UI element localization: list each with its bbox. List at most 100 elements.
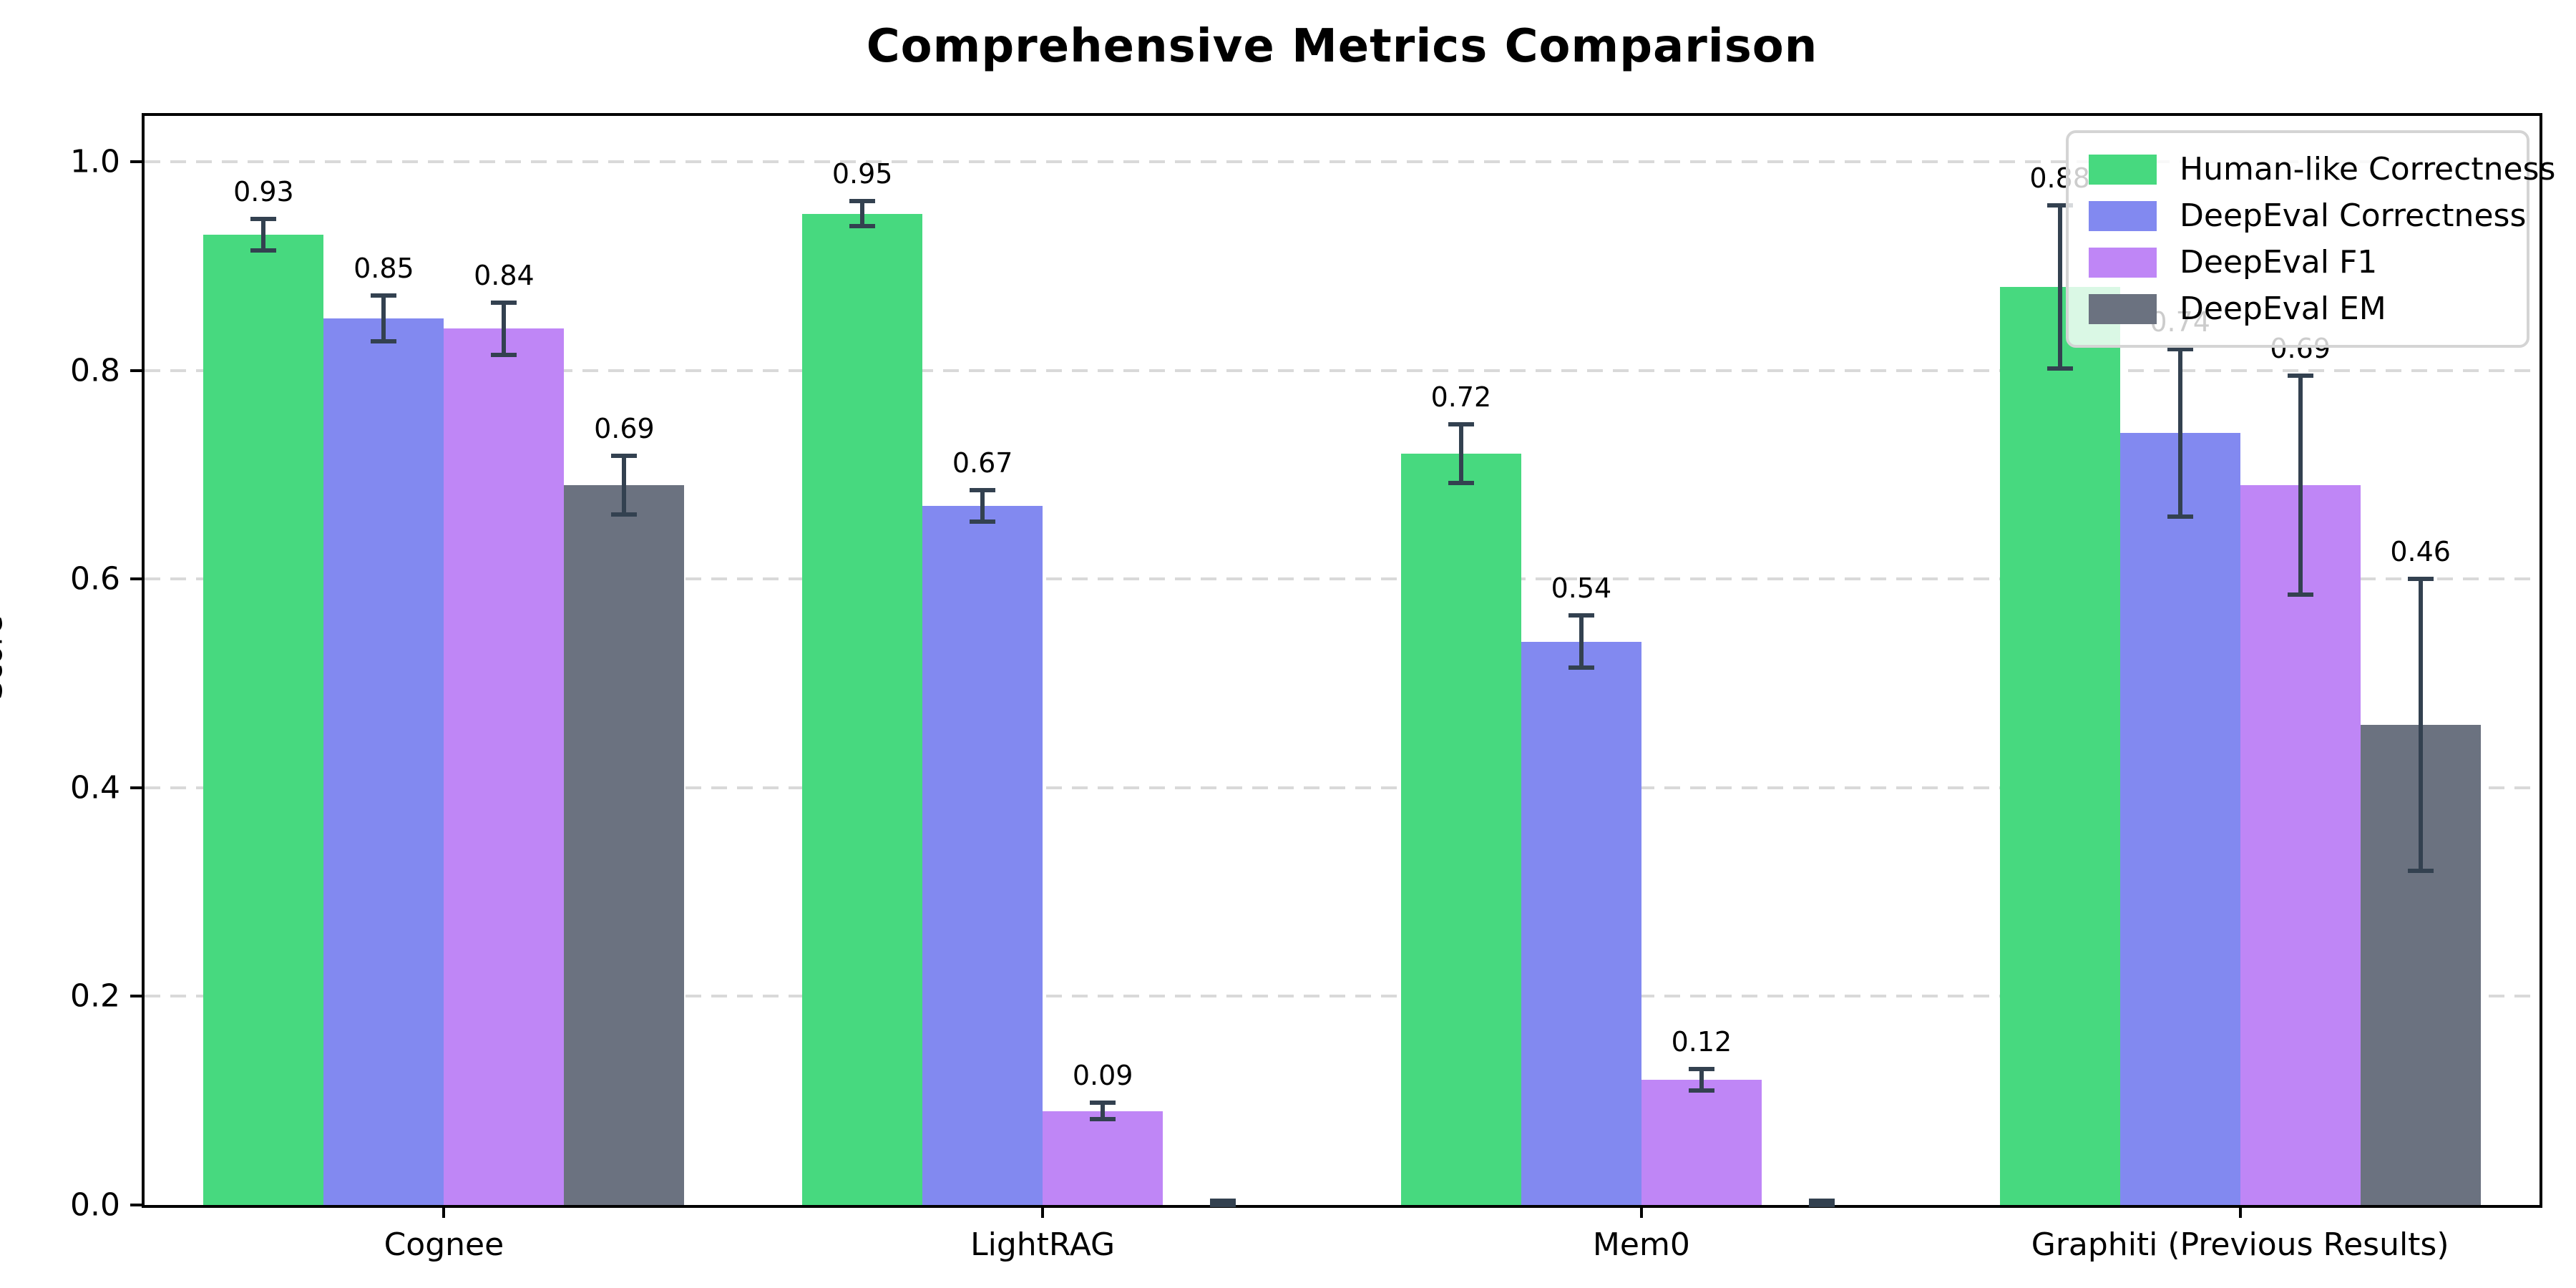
y-tick-label: 1.0 <box>70 143 120 180</box>
error-bar <box>1699 1069 1704 1091</box>
y-axis-tick <box>130 160 145 163</box>
error-bar-cap <box>1090 1101 1116 1106</box>
error-bar-cap <box>849 199 876 204</box>
y-tick-label: 0.8 <box>70 352 120 389</box>
x-tick-label: Graphiti (Previous Results) <box>2031 1226 2449 1263</box>
legend-label: DeepEval EM <box>2180 291 2386 327</box>
error-bar-cap <box>2287 373 2313 378</box>
error-bar-cap <box>2407 869 2434 874</box>
bar <box>2119 433 2240 1205</box>
error-bar-cap <box>1448 422 1474 427</box>
error-bar-cap <box>2167 347 2193 352</box>
y-axis-tick <box>130 1204 145 1206</box>
y-axis-tick <box>130 577 145 581</box>
error-bar-cap <box>1448 481 1474 486</box>
gridline <box>145 786 2540 789</box>
error-bar <box>860 201 865 227</box>
error-bar-cap <box>491 300 517 305</box>
y-axis-label: Score <box>0 615 9 700</box>
legend-swatch <box>2089 200 2157 231</box>
x-axis-tick <box>1041 1205 1045 1218</box>
error-bar <box>381 295 386 341</box>
error-bar-cap <box>2046 203 2073 208</box>
bar-value-label: 0.69 <box>594 413 655 445</box>
bar-value-label: 0.46 <box>2390 536 2451 568</box>
error-bar-cap <box>1568 665 1594 670</box>
y-axis-tick <box>130 995 145 998</box>
error-bar-cap <box>1808 1199 1835 1204</box>
error-bar <box>2057 205 2062 369</box>
x-tick-label: Mem0 <box>1592 1226 1690 1263</box>
y-tick-label: 0.2 <box>70 977 120 1015</box>
bar <box>1043 1111 1163 1205</box>
error-bar-cap <box>2287 592 2313 597</box>
error-bar-cap <box>611 454 638 459</box>
legend-item: DeepEval F1 <box>2089 239 2507 286</box>
bar <box>1521 641 1641 1205</box>
error-bar-cap <box>970 519 996 525</box>
gridline <box>145 160 2540 163</box>
bar <box>2240 484 2361 1205</box>
error-bar-cap <box>371 293 397 298</box>
plot-area: Human-like Correctness DeepEval Correctne… <box>70 113 2555 1263</box>
error-bar <box>2177 349 2182 517</box>
legend-swatch <box>2089 293 2157 324</box>
x-axis-tick <box>2238 1205 2242 1218</box>
legend-item: DeepEval Correctness <box>2089 192 2526 239</box>
error-bar-cap <box>1568 613 1594 618</box>
error-bar <box>2418 579 2423 872</box>
x-tick-label: LightRAG <box>970 1226 1116 1263</box>
error-bar-cap <box>849 224 876 229</box>
error-bar-cap <box>250 217 277 222</box>
y-axis-tick <box>130 369 145 372</box>
bar <box>922 506 1043 1205</box>
error-bar <box>261 219 266 250</box>
y-tick-label: 0.0 <box>70 1186 120 1224</box>
error-bar-cap <box>2046 366 2073 371</box>
error-bar-cap <box>1688 1088 1714 1093</box>
legend-label: Human-like Correctness <box>2180 151 2556 187</box>
bar-value-label: 0.54 <box>1551 572 1612 605</box>
error-bar-cap <box>491 352 517 357</box>
x-tick-label: Cognee <box>384 1226 504 1263</box>
legend: Human-like Correctness DeepEval Correctne… <box>2066 130 2555 348</box>
chart-title: Comprehensive Metrics Comparison <box>866 20 1818 73</box>
error-bar-cap <box>970 488 996 493</box>
bar-value-label: 0.85 <box>353 252 414 284</box>
error-bar <box>622 456 627 514</box>
legend-item: Human-like Correctness <box>2089 146 2555 192</box>
bar-value-label: 0.67 <box>952 447 1013 479</box>
bar-value-label: 0.95 <box>831 158 893 190</box>
bar-value-label: 0.84 <box>474 259 535 291</box>
bar <box>802 213 923 1205</box>
bar <box>444 328 565 1205</box>
bar <box>1999 286 2120 1205</box>
gridline <box>145 577 2540 581</box>
bar <box>564 484 685 1205</box>
error-bar <box>1101 1103 1106 1120</box>
legend-label: DeepEval Correctness <box>2180 197 2527 234</box>
error-bar-cap <box>2407 577 2434 582</box>
error-bar <box>2298 375 2303 595</box>
error-bar-cap <box>611 512 638 517</box>
error-bar-cap <box>1210 1203 1236 1207</box>
error-bar-cap <box>2167 514 2193 519</box>
error-bar-cap <box>1808 1203 1835 1207</box>
bar-value-label: 0.93 <box>233 176 294 208</box>
legend-item: DeepEval EM <box>2089 286 2507 332</box>
gridline <box>145 995 2540 998</box>
x-axis-tick <box>442 1205 446 1218</box>
y-tick-label: 0.4 <box>70 769 120 806</box>
error-bar-cap <box>1210 1199 1236 1204</box>
bar-value-label: 0.72 <box>1430 381 1492 414</box>
legend-swatch <box>2089 247 2157 278</box>
bar <box>1400 454 1521 1205</box>
error-bar-cap <box>1090 1117 1116 1122</box>
error-bar-cap <box>250 248 277 253</box>
bar-value-label: 0.09 <box>1072 1060 1133 1092</box>
error-bar-cap <box>1688 1067 1714 1072</box>
x-axis-tick <box>1639 1205 1643 1218</box>
bar-value-label: 0.12 <box>1671 1026 1732 1058</box>
legend-swatch <box>2089 154 2157 185</box>
bar <box>323 318 444 1205</box>
